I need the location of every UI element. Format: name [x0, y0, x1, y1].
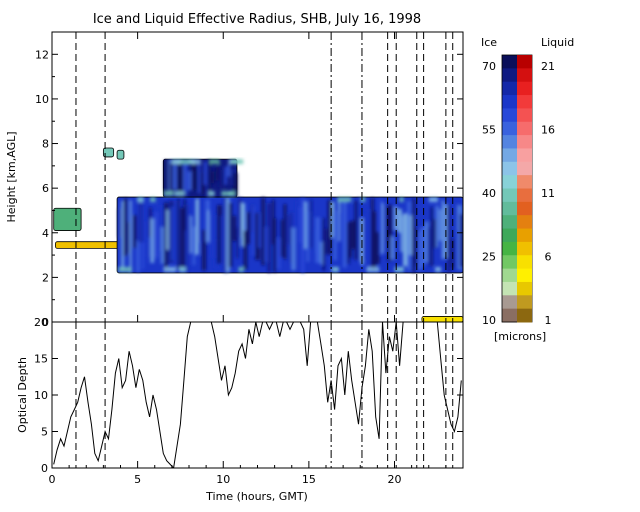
colorbar-liquid-swatch — [517, 121, 532, 136]
radius-heatmap-panel: 0 2 4 6 8 10 12 Height [km,AGL] — [5, 31, 464, 329]
colorbar-ice-swatch — [502, 161, 517, 176]
colorbar-liquid-swatch — [517, 268, 532, 283]
colorbar-ice-swatch — [502, 241, 517, 256]
cloud-layer-ice — [116, 196, 463, 274]
colorbar-ice-swatch — [502, 201, 517, 216]
colorbar-ice-swatch — [502, 95, 517, 109]
time-tick-label: 0 — [49, 473, 56, 486]
colorbar-liquid-swatch — [517, 201, 532, 216]
depth-tick-label: 15 — [34, 353, 48, 366]
colorbar-liquid-swatch — [517, 108, 532, 123]
colorbar-ice-label: Ice — [481, 36, 497, 49]
bottom-event-lines — [75, 322, 454, 468]
colorbar-ice-ticks: 70 55 40 25 10 — [482, 60, 496, 327]
colorbar-ice-swatch — [502, 268, 517, 283]
optical-depth-label: Optical Depth — [16, 357, 29, 433]
time-tick-label: 20 — [388, 473, 402, 486]
height-tick-label: 12 — [35, 48, 49, 61]
colorbar-liquid-swatch — [517, 255, 532, 270]
colorbar-liquid-strip — [517, 55, 532, 323]
colorbar-liquid-tick: 11 — [541, 187, 555, 200]
colorbar-liquid-swatch — [517, 175, 532, 189]
cloud-layer-ice — [116, 149, 125, 160]
colorbar-ice-swatch — [502, 295, 517, 310]
time-tick-label: 5 — [134, 473, 141, 486]
cloud-layer-ice — [102, 147, 115, 158]
colorbar-liquid-swatch — [517, 228, 532, 243]
colorbar-liquid-swatch — [517, 188, 532, 203]
optical-depth-axis: 0 5 10 15 20 — [34, 316, 463, 475]
optical-depth-series — [53, 322, 462, 468]
colorbar-liquid-tick: 6 — [545, 251, 552, 264]
colorbar-ice-swatch — [502, 55, 517, 69]
height-axis-label: Height [km,AGL] — [5, 131, 18, 222]
colorbar-liquid-swatch — [517, 81, 532, 96]
colorbar-ice-swatch — [502, 215, 517, 230]
colorbar-ice-swatch — [502, 121, 517, 136]
cloud-field — [53, 147, 463, 322]
top-event-lines — [75, 32, 454, 322]
colorbar-ice-tick: 70 — [482, 60, 496, 73]
colorbar-units: [microns] — [494, 330, 546, 343]
cloud-layer-ice — [53, 207, 82, 231]
colorbar-ice-swatch — [502, 281, 517, 296]
colorbar-ice-swatch — [502, 148, 517, 163]
colorbar-liquid-swatch — [517, 281, 532, 296]
colorbar-ice-swatch — [502, 81, 517, 96]
height-tick-label: 4 — [42, 227, 49, 240]
colorbar-liquid-tick: 16 — [541, 124, 555, 137]
time-tick-label: 10 — [216, 473, 230, 486]
heatmap-frame — [51, 31, 464, 323]
height-tick-label: 2 — [42, 271, 49, 284]
height-axis: 0 2 4 6 8 10 12 — [35, 31, 463, 329]
height-tick-label: 10 — [35, 93, 49, 106]
chart-title: Ice and Liquid Effective Radius, SHB, Ju… — [93, 12, 421, 27]
colorbar-ice-tick: 40 — [482, 187, 496, 200]
time-axis-label: Time (hours, GMT) — [205, 490, 308, 503]
cloud-layer-liquid — [55, 241, 123, 249]
colorbar-ice-swatch — [502, 175, 517, 189]
colorbar-ice-swatch — [502, 188, 517, 203]
colorbar-liquid-label: Liquid — [541, 36, 574, 49]
colorbar-liquid-swatch — [517, 295, 532, 310]
depth-tick-label: 20 — [34, 316, 48, 329]
colorbar-liquid-swatch — [517, 308, 532, 323]
colorbar-liquid-swatch — [517, 241, 532, 256]
depth-tick-label: 5 — [41, 426, 48, 439]
cloud-layer-ice — [162, 158, 244, 198]
height-tick-label: 6 — [42, 182, 49, 195]
colorbar-ice-strip — [501, 54, 533, 323]
time-axis: 0 5 10 15 20 — [49, 32, 447, 486]
depth-tick-label: 10 — [34, 389, 48, 402]
depth-tick-label: 0 — [41, 462, 48, 475]
colorbar-ice-tick: 10 — [482, 314, 496, 327]
colorbar-ice-tick: 55 — [482, 124, 496, 137]
colorbar-ice-swatch — [502, 135, 517, 149]
colorbar-liquid-tick: 1 — [545, 314, 552, 327]
colorbar-ice-swatch — [502, 108, 517, 123]
colorbar-liquid-tick: 21 — [541, 60, 555, 73]
colorbar-liquid-swatch — [517, 135, 532, 149]
height-tick-label: 0 — [42, 316, 49, 329]
colorbar-liquid-swatch — [517, 161, 532, 176]
colorbar-ice-tick: 25 — [482, 251, 496, 264]
colorbar-liquid-swatch — [517, 95, 532, 109]
colorbar-liquid-swatch — [517, 148, 532, 163]
colorbar-ice-swatch — [502, 68, 517, 83]
colorbar-ice-swatch — [502, 255, 517, 270]
colorbar-liquid-swatch — [517, 55, 532, 69]
colorbar: Ice Liquid 70 55 40 25 10 21 16 11 6 1 [microns] — [481, 36, 574, 343]
height-tick-label: 8 — [42, 138, 49, 151]
colorbar-ice-swatch — [502, 228, 517, 243]
colorbar-liquid-swatch — [517, 215, 532, 230]
time-tick-label: 15 — [302, 473, 316, 486]
cloud-layer-liquid — [421, 316, 463, 322]
colorbar-ice-swatch — [502, 308, 517, 323]
colorbar-liquid-swatch — [517, 68, 532, 83]
colorbar-liquid-ticks: 21 16 11 6 1 — [541, 60, 555, 327]
